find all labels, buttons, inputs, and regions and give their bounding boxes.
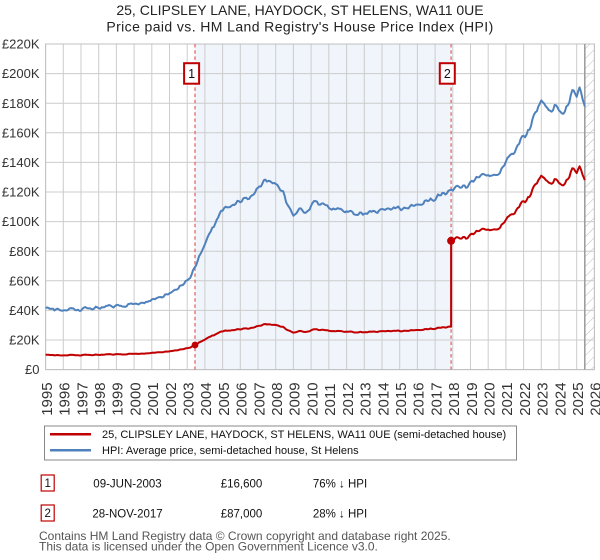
svg-text:2009: 2009 xyxy=(287,382,304,415)
svg-text:1995: 1995 xyxy=(39,382,56,415)
svg-text:2018: 2018 xyxy=(446,382,463,415)
svg-text:2017: 2017 xyxy=(428,382,445,415)
svg-text:2: 2 xyxy=(44,508,50,520)
svg-text:2006: 2006 xyxy=(234,382,251,415)
svg-text:£160K: £160K xyxy=(2,125,40,140)
svg-text:2003: 2003 xyxy=(181,382,198,415)
svg-text:1997: 1997 xyxy=(74,382,91,415)
svg-text:2013: 2013 xyxy=(358,382,375,415)
svg-text:2010: 2010 xyxy=(304,382,321,415)
svg-text:£0: £0 xyxy=(25,362,39,377)
svg-text:£60K: £60K xyxy=(9,273,40,288)
svg-text:£140K: £140K xyxy=(2,155,40,170)
svg-text:2004: 2004 xyxy=(198,382,215,415)
svg-text:Price paid vs. HM Land Registr: Price paid vs. HM Land Registry's House … xyxy=(106,19,493,35)
svg-text:£100K: £100K xyxy=(2,214,40,229)
svg-text:2026: 2026 xyxy=(588,382,600,415)
svg-text:2: 2 xyxy=(444,67,451,81)
svg-text:1: 1 xyxy=(188,67,195,81)
svg-text:£40K: £40K xyxy=(9,303,40,318)
svg-text:Contains HM Land Registry data: Contains HM Land Registry data © Crown c… xyxy=(39,529,451,543)
svg-text:2000: 2000 xyxy=(127,382,144,415)
svg-text:This data is licensed under th: This data is licensed under the Open Gov… xyxy=(39,540,378,554)
svg-text:HPI: Average price, semi-detac: HPI: Average price, semi-detached house,… xyxy=(102,445,359,457)
svg-text:1998: 1998 xyxy=(92,382,109,415)
svg-text:09-JUN-2003: 09-JUN-2003 xyxy=(93,479,161,491)
svg-text:2001: 2001 xyxy=(145,382,162,415)
svg-text:76% ↓ HPI: 76% ↓ HPI xyxy=(313,479,367,491)
svg-text:£16,600: £16,600 xyxy=(221,479,263,491)
svg-text:28% ↓ HPI: 28% ↓ HPI xyxy=(313,509,367,521)
svg-text:2008: 2008 xyxy=(269,382,286,415)
svg-text:£180K: £180K xyxy=(2,96,40,111)
svg-text:2020: 2020 xyxy=(482,382,499,415)
svg-text:25, CLIPSLEY LANE, HAYDOCK, ST: 25, CLIPSLEY LANE, HAYDOCK, ST HELENS, W… xyxy=(102,429,506,441)
svg-text:2015: 2015 xyxy=(393,382,410,415)
svg-text:2005: 2005 xyxy=(216,382,233,415)
svg-text:£120K: £120K xyxy=(2,185,40,200)
svg-text:£87,000: £87,000 xyxy=(221,509,263,521)
svg-text:2021: 2021 xyxy=(499,382,516,415)
svg-text:2007: 2007 xyxy=(251,382,268,415)
svg-text:2012: 2012 xyxy=(340,382,357,415)
svg-text:2019: 2019 xyxy=(464,382,481,415)
svg-text:2024: 2024 xyxy=(552,382,569,415)
svg-text:25, CLIPSLEY LANE, HAYDOCK, ST: 25, CLIPSLEY LANE, HAYDOCK, ST HELENS, W… xyxy=(116,2,483,18)
svg-text:£200K: £200K xyxy=(2,66,40,81)
svg-text:£80K: £80K xyxy=(9,244,40,259)
svg-text:£220K: £220K xyxy=(2,37,40,52)
svg-text:1: 1 xyxy=(44,478,50,490)
svg-text:28-NOV-2017: 28-NOV-2017 xyxy=(92,509,162,521)
svg-text:1999: 1999 xyxy=(110,382,127,415)
svg-text:2016: 2016 xyxy=(411,382,428,415)
svg-text:2022: 2022 xyxy=(517,382,534,415)
svg-text:2025: 2025 xyxy=(570,382,587,415)
svg-text:2014: 2014 xyxy=(375,382,392,415)
svg-text:1996: 1996 xyxy=(57,382,74,415)
svg-text:2002: 2002 xyxy=(163,382,180,415)
svg-text:2011: 2011 xyxy=(322,384,339,416)
svg-text:2023: 2023 xyxy=(535,382,552,415)
svg-text:£20K: £20K xyxy=(9,333,40,348)
